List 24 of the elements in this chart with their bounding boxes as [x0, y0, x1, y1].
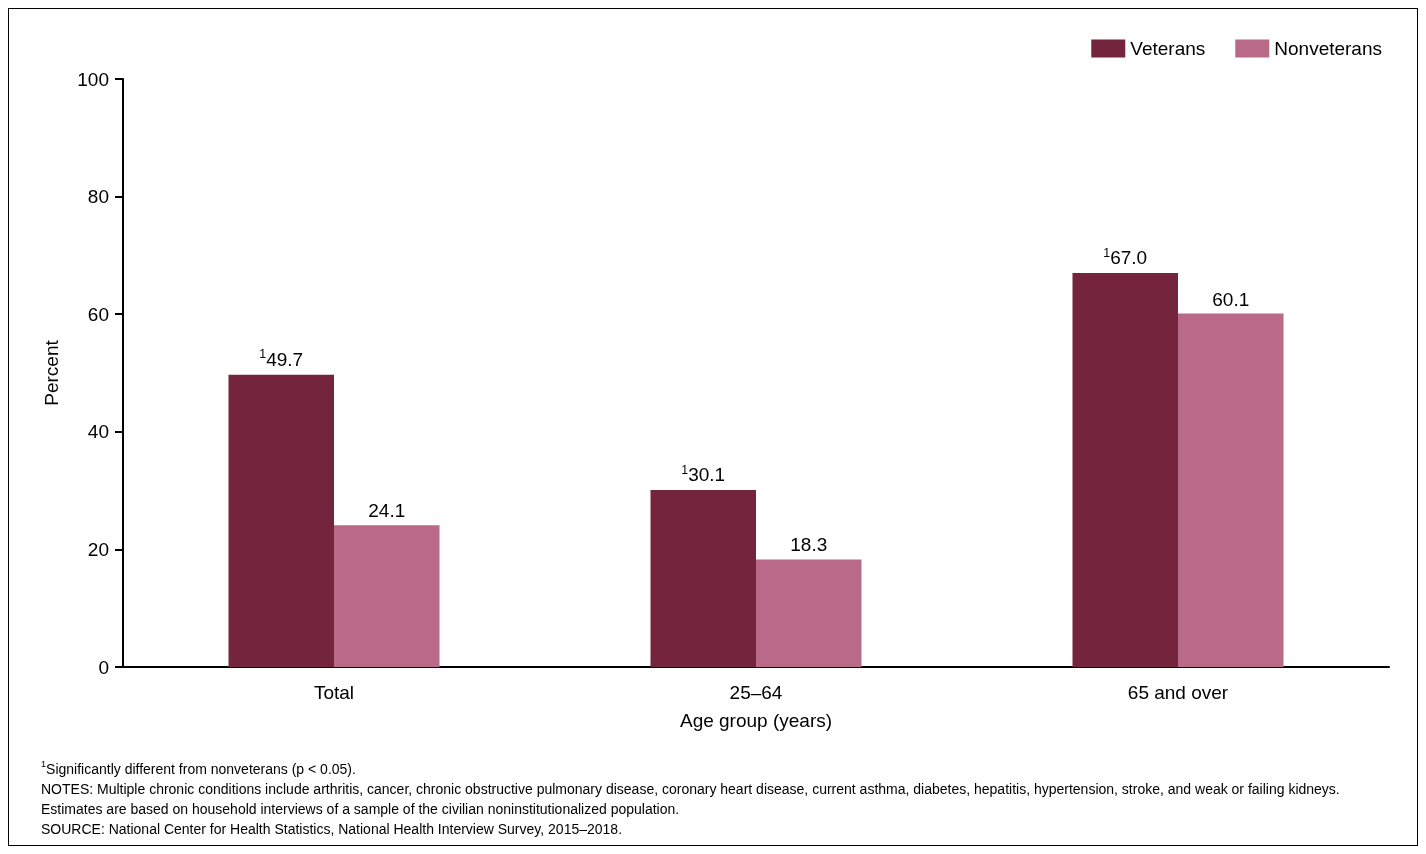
bar: [1178, 313, 1284, 667]
y-axis-title: Percent: [41, 339, 62, 406]
bar: [756, 559, 862, 667]
x-tick-label: 25–64: [729, 682, 783, 703]
bar: [228, 374, 334, 667]
legend-label: Nonveterans: [1274, 38, 1383, 59]
x-tick-label: 65 and over: [1127, 682, 1229, 703]
y-tick-label: 0: [98, 656, 109, 678]
x-axis-title: Age group (years): [679, 710, 833, 731]
bar: [334, 525, 440, 667]
y-tick-label: 20: [87, 538, 109, 560]
bar: [650, 490, 756, 667]
data-label: 24.1: [368, 500, 406, 522]
source-note: SOURCE: National Center for Health Statistics, National Health Interview Survey, 2015–2018.: [41, 821, 623, 837]
y-tick-label: 100: [77, 68, 109, 90]
x-tick-label: Total: [313, 682, 355, 703]
data-label: 60.1: [1212, 288, 1250, 310]
data-label: 18.3: [790, 534, 828, 556]
y-tick-label: 80: [87, 186, 109, 208]
text: NOTES: Multiple chronic conditions include arthritis, cancer, chronic obstructive pulmonary disease, coronary heart disease, current asthma, diabetes, hepatitis, hypertension, stroke, and weak or failing kidneys. Estimates are based on household interviews of a sample of the civilian noninstitutionalized population.: [41, 781, 1344, 817]
y-tick-label: 40: [87, 421, 109, 443]
bar: [1072, 273, 1178, 667]
y-tick-label: 60: [87, 303, 109, 325]
legend-label: Veterans: [1130, 38, 1206, 59]
